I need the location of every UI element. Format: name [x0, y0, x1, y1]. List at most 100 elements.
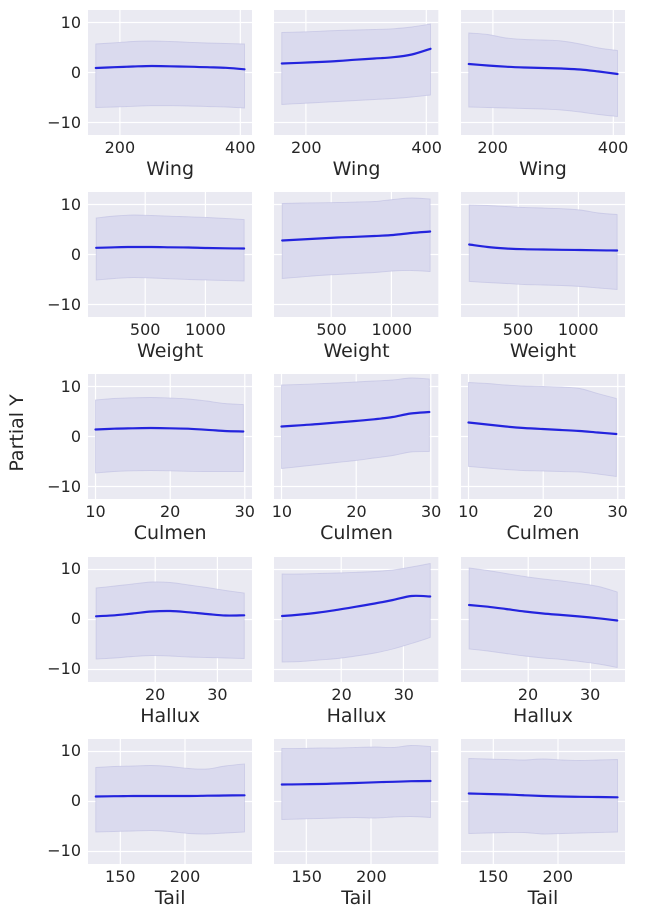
mean-line [281, 230, 432, 242]
mean-line [94, 793, 246, 798]
x-tick-label: 30 [607, 502, 628, 522]
y-tick-label: 0 [70, 609, 81, 629]
axes-culmen-col3 [460, 374, 626, 500]
mean-line [280, 411, 431, 428]
x-tick-label: 400 [225, 138, 256, 157]
confidence-band [468, 204, 618, 291]
confidence-band [95, 763, 245, 835]
x-axis-title-wing: Wing [519, 158, 567, 180]
y-tick-label: 0 [70, 791, 81, 811]
x-tick-label: 200 [477, 138, 508, 157]
confidence-band [95, 581, 245, 660]
y-tick-label: 0 [70, 426, 81, 446]
x-tick-label: 150 [105, 866, 136, 886]
confidence-band [95, 397, 244, 474]
x-tick-label: 500 [316, 320, 347, 340]
x-axis-title-wing: Wing [332, 158, 381, 180]
x-tick-label: 150 [291, 866, 322, 886]
confidence-band [95, 40, 245, 109]
y-tick-label: 10 [60, 376, 81, 396]
y-tick-label: 0 [70, 62, 81, 82]
x-axis-title-tail: Tail [341, 886, 372, 909]
x-axis-title-weight: Weight [509, 340, 577, 363]
axes-weight-col2 [274, 192, 439, 318]
mean-line [281, 47, 432, 65]
axes-weight-col3 [460, 192, 626, 318]
x-tick-label: 10 [271, 502, 293, 522]
x-axis-title-hallux: Hallux [326, 704, 387, 727]
x-tick-label: 1000 [557, 320, 599, 340]
y-tick-label: −10 [47, 294, 81, 314]
x-tick-label: 20 [517, 684, 539, 704]
y-tick-label: 10 [60, 194, 81, 214]
x-axis-title-hallux: Hallux [513, 704, 573, 727]
x-tick-label: 20 [346, 502, 367, 522]
x-tick-label: 20 [331, 684, 352, 704]
confidence-band [282, 562, 432, 663]
confidence-band [281, 23, 432, 105]
x-tick-label: 20 [532, 502, 554, 522]
axes-tail-col1 [88, 738, 253, 864]
mean-line [467, 421, 618, 436]
x-axis-title-culmen: Culmen [133, 522, 207, 545]
x-tick-label: 30 [421, 502, 442, 522]
x-tick-label: 200 [291, 138, 322, 157]
axes-tail-col2 [274, 738, 439, 864]
x-tick-label: 30 [207, 684, 228, 704]
x-tick-label: 1000 [371, 320, 413, 340]
x-tick-label: 10 [458, 502, 479, 522]
x-tick-label: 30 [580, 684, 601, 704]
x-tick-label: 500 [502, 320, 534, 340]
axes-hallux-col3 [460, 556, 626, 682]
mean-line [95, 246, 246, 250]
y-tick-label: −10 [47, 476, 81, 496]
mean-line [94, 64, 246, 71]
x-tick-label: 10 [85, 502, 106, 522]
y-tick-label: −10 [47, 112, 81, 132]
mean-line [95, 609, 246, 617]
mean-line [467, 792, 619, 799]
x-axis-title-hallux: Hallux [140, 704, 201, 727]
x-tick-label: 200 [169, 866, 201, 886]
x-tick-label: 400 [411, 138, 442, 157]
x-tick-label: 200 [542, 866, 574, 886]
y-tick-label: 10 [60, 741, 81, 761]
axes-weight-col1 [88, 192, 253, 318]
y-tick-label: −10 [47, 841, 81, 861]
mean-line [281, 779, 432, 786]
mean-line [94, 427, 245, 433]
axes-wing-col2 [274, 10, 439, 135]
x-tick-label: 20 [145, 684, 166, 704]
x-axis-title-culmen: Culmen [320, 522, 393, 545]
x-tick-label: 20 [160, 502, 181, 522]
y-tick-label: 10 [60, 12, 81, 32]
x-tick-label: 150 [477, 866, 509, 886]
x-axis-title-tail: Tail [154, 886, 186, 909]
confidence-band [282, 197, 431, 280]
mean-line [467, 603, 619, 622]
x-tick-label: 200 [356, 866, 387, 886]
x-tick-label: 500 [129, 320, 161, 340]
axes-hallux-col2 [274, 556, 439, 682]
axes-tail-col3 [460, 738, 626, 864]
x-tick-label: 1000 [185, 320, 226, 340]
mean-line [467, 243, 618, 252]
x-tick-label: 400 [597, 138, 629, 157]
confidence-band [468, 567, 618, 668]
axes-culmen-col2 [274, 374, 439, 500]
confidence-band [468, 32, 618, 117]
x-axis-title-tail: Tail [527, 886, 559, 909]
axes-culmen-col1 [88, 374, 253, 500]
y-tick-label: 10 [60, 559, 81, 579]
x-tick-label: 30 [393, 684, 414, 704]
mean-line [467, 62, 619, 76]
x-axis-title-weight: Weight [137, 340, 204, 363]
y-tick-label: −10 [47, 659, 81, 679]
mean-line [281, 594, 432, 617]
x-tick-label: 200 [104, 138, 136, 157]
axes-wing-col3 [460, 10, 626, 135]
axes-wing-col1 [88, 10, 253, 135]
x-axis-title-weight: Weight [323, 340, 390, 363]
x-tick-label: 30 [234, 502, 255, 522]
